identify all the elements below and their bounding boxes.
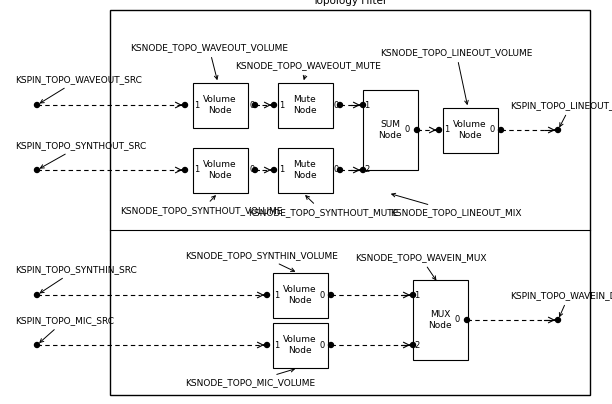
Text: 1: 1 <box>279 166 284 175</box>
Circle shape <box>337 168 343 173</box>
Bar <box>193 147 247 192</box>
Circle shape <box>329 343 334 347</box>
Circle shape <box>465 318 469 322</box>
Text: KSPIN_TOPO_MIC_SRC: KSPIN_TOPO_MIC_SRC <box>15 316 114 343</box>
Text: 0: 0 <box>319 341 325 349</box>
Circle shape <box>414 128 419 133</box>
Circle shape <box>272 103 277 107</box>
Circle shape <box>34 292 40 297</box>
Text: Volume
Node: Volume Node <box>283 335 317 355</box>
Text: KSNODE_TOPO_SYNTHIN_VOLUME: KSNODE_TOPO_SYNTHIN_VOLUME <box>185 251 338 271</box>
Text: Mute
Node: Mute Node <box>293 160 317 180</box>
Bar <box>193 82 247 128</box>
Text: 0: 0 <box>319 290 325 299</box>
Text: SUM
Node: SUM Node <box>378 120 402 140</box>
Circle shape <box>34 103 40 107</box>
Circle shape <box>182 168 187 173</box>
Text: 0: 0 <box>490 126 495 135</box>
Circle shape <box>34 343 40 347</box>
Text: 1: 1 <box>274 341 279 349</box>
Bar <box>277 82 332 128</box>
Circle shape <box>411 292 416 297</box>
Text: 0: 0 <box>249 166 254 175</box>
Circle shape <box>272 168 277 173</box>
Text: KSPIN_TOPO_LINEOUT_DST: KSPIN_TOPO_LINEOUT_DST <box>510 101 612 126</box>
Text: 1: 1 <box>364 101 369 109</box>
Text: MUX
Node: MUX Node <box>428 310 452 330</box>
Text: KSNODE_TOPO_SYNTHOUT_VOLUME: KSNODE_TOPO_SYNTHOUT_VOLUME <box>120 196 282 215</box>
Circle shape <box>556 318 561 322</box>
Bar <box>362 90 417 170</box>
Text: 1: 1 <box>194 101 200 109</box>
Text: 2: 2 <box>364 166 369 175</box>
Text: KSNODE_TOPO_WAVEOUT_MUTE: KSNODE_TOPO_WAVEOUT_MUTE <box>235 61 381 79</box>
Circle shape <box>360 103 365 107</box>
Text: Mute
Node: Mute Node <box>293 95 317 115</box>
Circle shape <box>411 343 416 347</box>
Text: Volume
Node: Volume Node <box>203 160 237 180</box>
Circle shape <box>556 128 561 133</box>
Text: KSPIN_TOPO_SYNTHIN_SRC: KSPIN_TOPO_SYNTHIN_SRC <box>15 265 136 293</box>
Text: KSNODE_TOPO_LINEOUT_MIX: KSNODE_TOPO_LINEOUT_MIX <box>390 194 521 217</box>
Text: KSPIN_TOPO_SYNTHOUT_SRC: KSPIN_TOPO_SYNTHOUT_SRC <box>15 141 146 168</box>
Text: 1: 1 <box>194 166 200 175</box>
Text: 0: 0 <box>334 101 339 109</box>
Circle shape <box>253 103 258 107</box>
Text: Volume
Node: Volume Node <box>203 95 237 115</box>
Circle shape <box>436 128 441 133</box>
Text: 0: 0 <box>334 166 339 175</box>
Text: KSPIN_TOPO_WAVEOUT_SRC: KSPIN_TOPO_WAVEOUT_SRC <box>15 75 142 103</box>
Text: 1: 1 <box>274 290 279 299</box>
Text: Topology Filter: Topology Filter <box>312 0 387 6</box>
Circle shape <box>499 128 504 133</box>
Circle shape <box>337 103 343 107</box>
Circle shape <box>253 168 258 173</box>
Text: 0: 0 <box>405 126 410 135</box>
Text: Volume
Node: Volume Node <box>283 285 317 305</box>
Circle shape <box>360 168 365 173</box>
Bar <box>442 107 498 152</box>
Bar <box>277 147 332 192</box>
Bar <box>272 273 327 318</box>
Circle shape <box>264 343 269 347</box>
Text: Volume
Node: Volume Node <box>453 120 487 140</box>
Text: KSNODE_TOPO_MIC_VOLUME: KSNODE_TOPO_MIC_VOLUME <box>185 368 315 387</box>
Text: 0: 0 <box>249 101 254 109</box>
Text: KSPIN_TOPO_WAVEIN_DST: KSPIN_TOPO_WAVEIN_DST <box>510 291 612 316</box>
Circle shape <box>34 168 40 173</box>
Text: 0: 0 <box>455 316 460 324</box>
Text: KSNODE_TOPO_WAVEOUT_VOLUME: KSNODE_TOPO_WAVEOUT_VOLUME <box>130 43 288 79</box>
Bar <box>272 322 327 368</box>
Bar <box>110 10 590 395</box>
Circle shape <box>264 292 269 297</box>
Text: KSNODE_TOPO_SYNTHOUT_MUTE: KSNODE_TOPO_SYNTHOUT_MUTE <box>248 196 398 217</box>
Bar <box>412 280 468 360</box>
Text: 1: 1 <box>444 126 449 135</box>
Text: 1: 1 <box>414 290 419 299</box>
Text: KSNODE_TOPO_WAVEIN_MUX: KSNODE_TOPO_WAVEIN_MUX <box>355 253 487 280</box>
Text: 2: 2 <box>414 341 419 349</box>
Circle shape <box>182 103 187 107</box>
Text: KSNODE_TOPO_LINEOUT_VOLUME: KSNODE_TOPO_LINEOUT_VOLUME <box>380 48 532 104</box>
Circle shape <box>329 292 334 297</box>
Text: 1: 1 <box>279 101 284 109</box>
